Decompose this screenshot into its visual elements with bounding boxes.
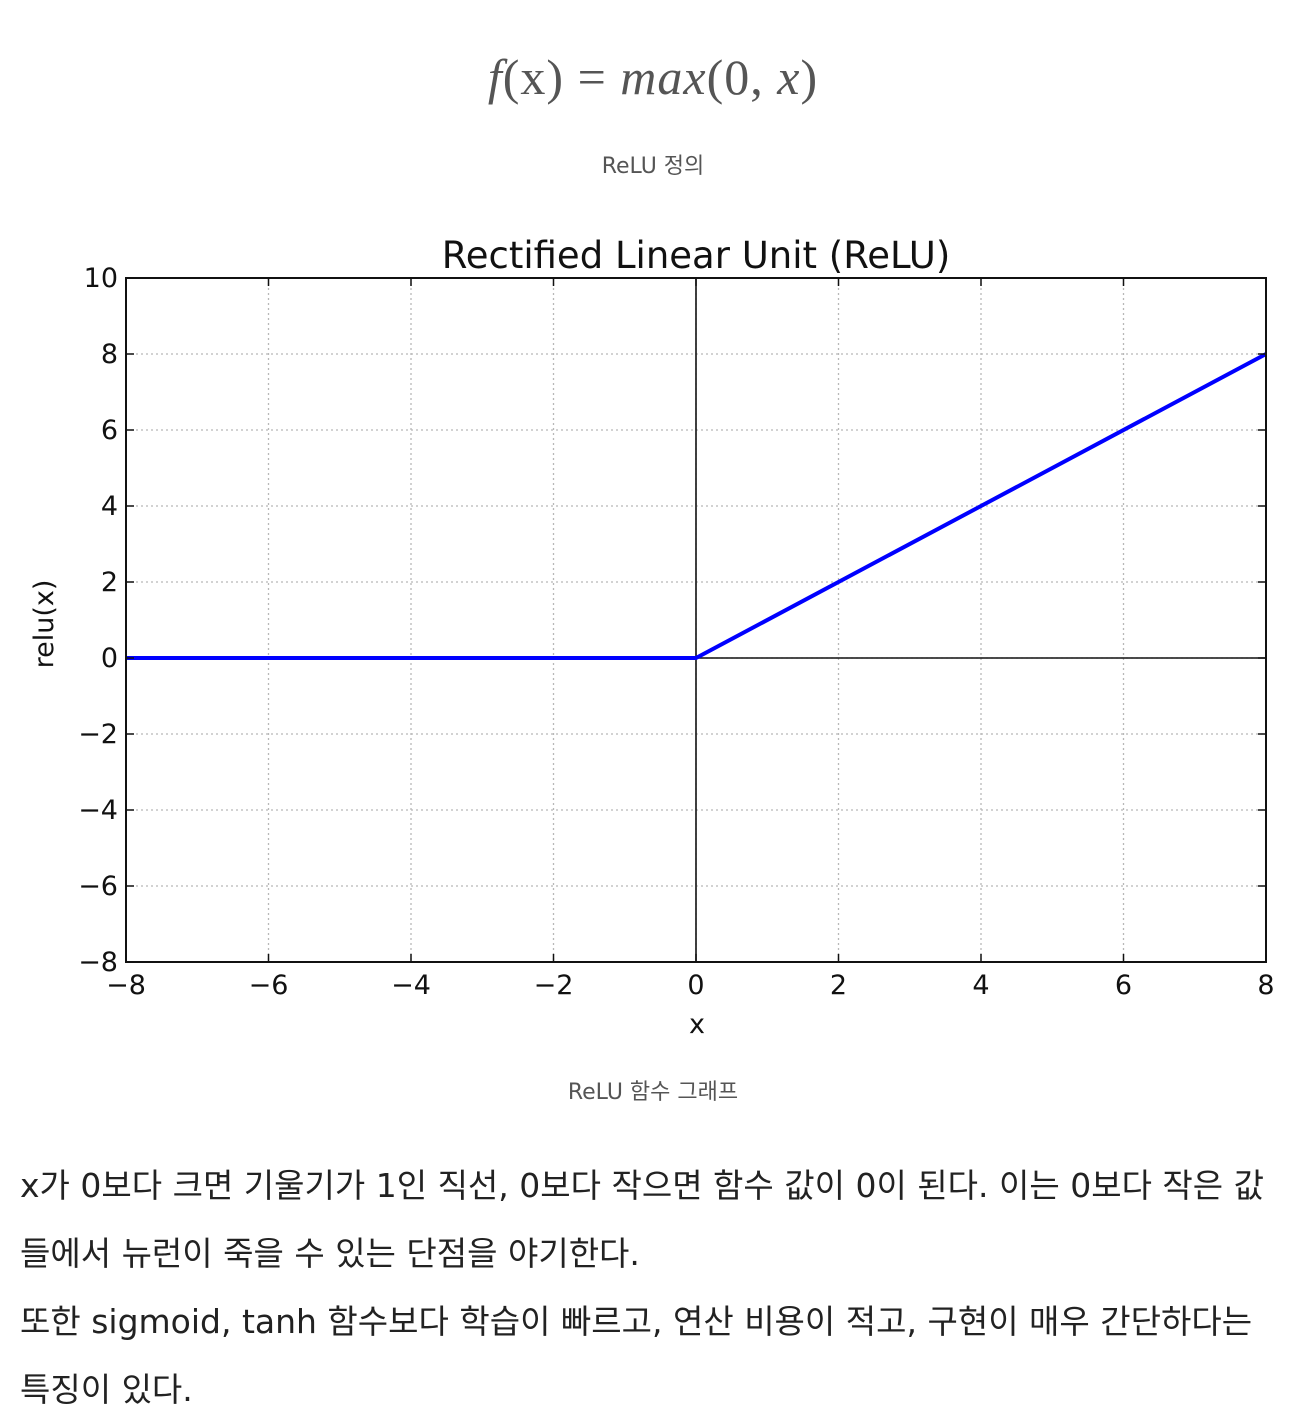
paragraph: x가 0보다 크면 기울기가 1인 직선, 0보다 작으면 함수 값이 0이 된… [20, 1152, 1290, 1288]
relu-formula: f(x) = max(0, x) [0, 48, 1306, 106]
y-tick-label: 4 [101, 491, 118, 522]
paragraph: 또한 sigmoid, tanh 함수보다 학습이 빠르고, 연산 비용이 적고… [20, 1288, 1290, 1424]
x-tick-label: −6 [249, 970, 289, 1001]
x-tick-label: −4 [391, 970, 431, 1001]
definition-caption: ReLU 정의 [0, 148, 1306, 180]
y-axis-label: relu(x) [29, 580, 60, 669]
y-tick-label: 8 [101, 339, 118, 370]
y-tick-label: −2 [78, 719, 118, 750]
y-tick-label: 0 [101, 643, 118, 674]
chart-title: Rectified Linear Unit (ReLU) [442, 234, 951, 277]
x-tick-label: 2 [830, 970, 847, 1001]
relu-chart: Rectified Linear Unit (ReLU) relu(x) x −… [0, 220, 1306, 1060]
x-tick-label: 8 [1257, 970, 1274, 1001]
zero-axes [126, 278, 1266, 962]
y-tick-label: −6 [78, 871, 118, 902]
y-tick-label: 10 [84, 263, 118, 294]
x-tick-label: 4 [972, 970, 989, 1001]
y-tick-label: −8 [78, 947, 118, 978]
x-axis-label: x [689, 1009, 705, 1040]
x-tick-label: 6 [1115, 970, 1132, 1001]
x-tick-label: 0 [687, 970, 704, 1001]
x-tick-label: −2 [534, 970, 574, 1001]
description-text: x가 0보다 크면 기울기가 1인 직선, 0보다 작으면 함수 값이 0이 된… [20, 1152, 1290, 1424]
y-tick-label: 2 [101, 567, 118, 598]
y-tick-label: 6 [101, 415, 118, 446]
graph-caption: ReLU 함수 그래프 [0, 1074, 1306, 1106]
y-tick-label: −4 [78, 795, 118, 826]
